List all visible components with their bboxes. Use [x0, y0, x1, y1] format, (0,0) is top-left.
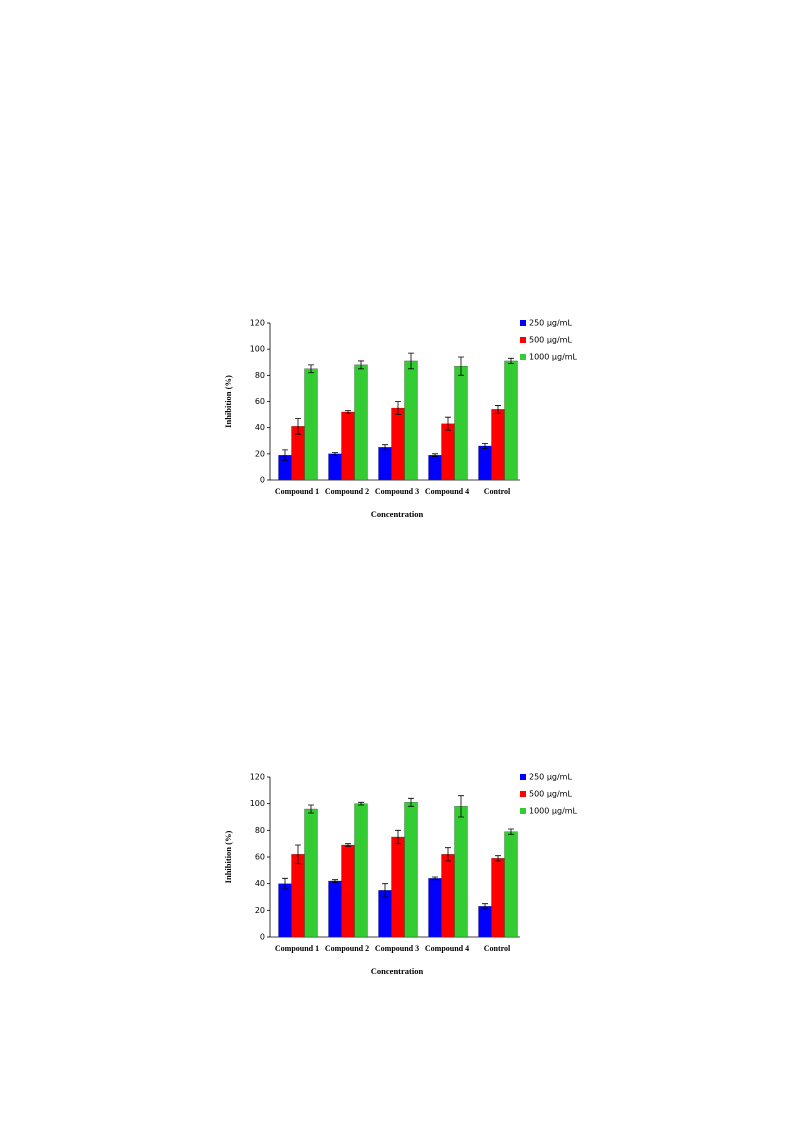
error-bar	[458, 795, 464, 818]
error-bar	[358, 801, 364, 806]
x-tick-label: Compound 3	[375, 487, 419, 496]
x-tick-label: Compound 4	[425, 944, 469, 953]
y-tick-label: 80	[255, 371, 265, 380]
error-bar	[408, 797, 414, 807]
error-bar	[445, 847, 451, 862]
bar	[378, 447, 392, 481]
error-bar	[345, 410, 351, 414]
x-axis-title: Concentration	[371, 966, 424, 976]
bar	[454, 806, 468, 938]
legend-label: 250 µg/mL	[529, 773, 572, 782]
x-tick-label: Compound 3	[375, 944, 419, 953]
bar	[404, 802, 418, 938]
legend-swatch	[520, 791, 526, 797]
bar	[341, 844, 355, 938]
error-bar	[508, 357, 514, 364]
bar	[304, 808, 318, 938]
bar	[354, 803, 368, 938]
bar	[428, 878, 442, 938]
error-bar	[358, 360, 364, 370]
error-bar	[382, 444, 388, 451]
error-bar	[482, 903, 488, 910]
x-tick-label: Compound 2	[325, 487, 369, 496]
bar	[354, 364, 368, 481]
legend-label: 500 µg/mL	[529, 790, 572, 799]
y-tick-label: 0	[260, 933, 265, 942]
bar	[328, 880, 342, 938]
bar	[454, 366, 468, 481]
legend-swatch	[520, 320, 526, 326]
bar	[441, 423, 455, 481]
bar	[491, 409, 505, 481]
y-tick-label: 20	[255, 906, 265, 915]
y-tick-label: 40	[255, 423, 265, 432]
error-bar	[508, 828, 514, 835]
y-tick-label: 120	[250, 319, 265, 328]
error-bar	[308, 364, 314, 374]
bar	[391, 836, 405, 938]
y-tick-label: 80	[255, 826, 265, 835]
error-bar	[458, 356, 464, 376]
x-tick-label: Compound 1	[275, 487, 319, 496]
legend-label: 500 µg/mL	[529, 336, 572, 345]
x-tick-label: Compound 2	[325, 944, 369, 953]
bar	[504, 831, 518, 938]
bar	[441, 854, 455, 938]
bar	[328, 453, 342, 481]
y-axis-title: Inhibition (%)	[223, 375, 233, 428]
bar	[404, 360, 418, 481]
error-bar	[332, 452, 338, 456]
x-axis-title: Concentration	[371, 509, 424, 519]
error-bar	[445, 416, 451, 431]
y-axis-title: Inhibition (%)	[223, 830, 233, 883]
bar	[491, 858, 505, 938]
x-tick-label: Compound 1	[275, 944, 319, 953]
error-bar	[432, 453, 438, 457]
error-bar	[332, 879, 338, 883]
legend-swatch	[520, 774, 526, 780]
error-bar	[295, 844, 301, 865]
error-bar	[395, 401, 401, 415]
error-bar	[345, 843, 351, 847]
bar	[278, 883, 292, 938]
error-bar	[308, 804, 314, 814]
x-tick-label: Compound 4	[425, 487, 469, 496]
legend-label: 1000 µg/mL	[529, 807, 578, 816]
y-tick-label: 20	[255, 449, 265, 458]
bar	[504, 360, 518, 481]
y-tick-label: 100	[250, 345, 265, 354]
error-bar	[432, 876, 438, 881]
x-tick-label: Control	[484, 944, 511, 953]
error-bar	[382, 883, 388, 898]
error-bar	[282, 877, 288, 890]
y-tick-label: 40	[255, 879, 265, 888]
bar	[428, 454, 442, 481]
error-bar	[495, 855, 501, 862]
bar	[478, 445, 492, 481]
y-tick-label: 60	[255, 853, 265, 862]
bar	[391, 407, 405, 481]
bar	[341, 411, 355, 481]
legend-label: 1000 µg/mL	[529, 353, 578, 362]
y-tick-label: 60	[255, 397, 265, 406]
bar	[478, 906, 492, 938]
bar	[291, 854, 305, 938]
error-bar	[408, 352, 414, 370]
legend-label: 250 µg/mL	[529, 319, 572, 328]
y-tick-label: 0	[260, 476, 265, 485]
legend-swatch	[520, 337, 526, 343]
error-bar	[482, 442, 488, 449]
error-bar	[395, 829, 401, 845]
error-bar	[495, 405, 501, 414]
x-tick-label: Control	[484, 487, 511, 496]
bar	[304, 368, 318, 481]
error-bar	[282, 449, 288, 461]
y-tick-label: 120	[250, 773, 265, 782]
legend-swatch	[520, 354, 526, 360]
legend-swatch	[520, 808, 526, 814]
y-tick-label: 100	[250, 799, 265, 808]
error-bar	[295, 418, 301, 435]
